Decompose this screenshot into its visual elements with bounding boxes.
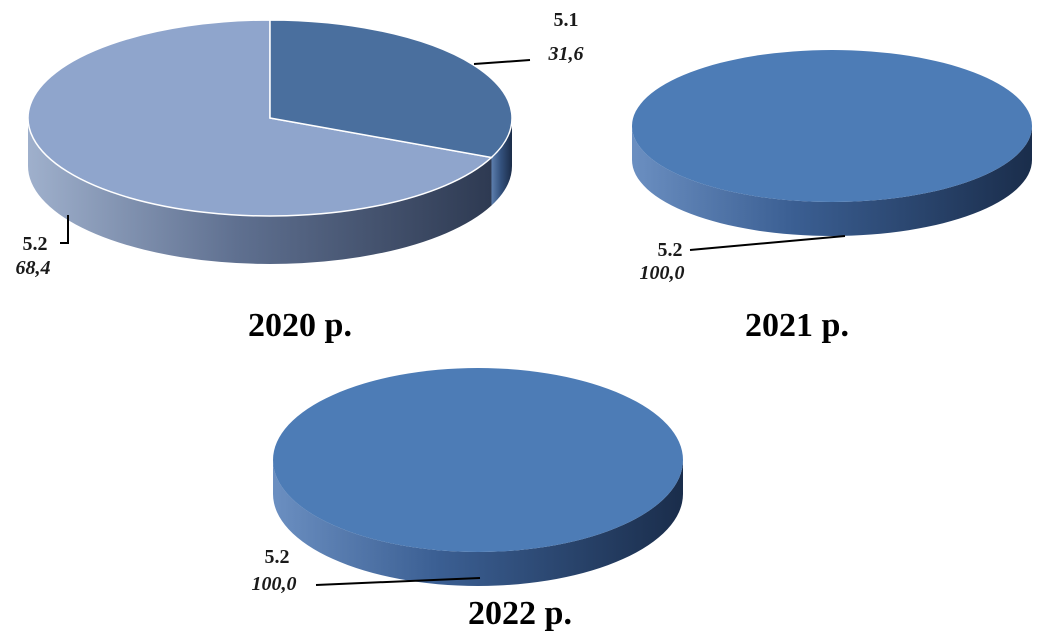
pie-chart-2022: 5.2 100,0 2022 р. bbox=[252, 368, 683, 632]
pie-2021-slice-5-2 bbox=[632, 50, 1032, 202]
pie-2020-title: 2020 р. bbox=[248, 307, 352, 344]
pie-2020-slice-5-2 bbox=[27, 19, 494, 217]
pie-2022-value-5-2: 100,0 bbox=[252, 573, 297, 595]
pie-2020-label-5-1: 5.1 bbox=[554, 9, 579, 31]
pie-2020-leader-5-2 bbox=[60, 215, 69, 244]
pie-2021-leader-5-2 bbox=[689, 235, 846, 251]
pie-2020-side-5-2 bbox=[28, 118, 492, 264]
pie-2022-label-5-2: 5.2 bbox=[265, 546, 290, 568]
pie-2020-slice-5-1 bbox=[269, 19, 513, 159]
pie-2020-value-5-1: 31,6 bbox=[548, 43, 584, 65]
pie-2020-value-5-2: 68,4 bbox=[16, 257, 51, 279]
pie-2022-slice-5-2 bbox=[273, 368, 683, 552]
pie-2021-label-5-2: 5.2 bbox=[658, 239, 683, 261]
pie-2020-leader-5-1 bbox=[473, 59, 531, 65]
pie-chart-2020: 5.1 31,6 5.2 68,4 2020 р. bbox=[16, 9, 584, 344]
pie-2022-title: 2022 р. bbox=[468, 595, 572, 632]
pie-2021-value-5-2: 100,0 bbox=[640, 262, 685, 284]
pie-chart-2021: 5.2 100,0 2021 р. bbox=[632, 50, 1032, 344]
pie-2022-side-5-2 bbox=[273, 460, 683, 586]
pie-2020-side-5-1 bbox=[491, 118, 512, 206]
pie-2021-title: 2021 р. bbox=[745, 307, 849, 344]
pie-2022-leader-5-2 bbox=[315, 577, 481, 586]
pie-2020-label-5-2: 5.2 bbox=[23, 233, 48, 255]
pie-2021-side-5-2 bbox=[632, 126, 1032, 236]
